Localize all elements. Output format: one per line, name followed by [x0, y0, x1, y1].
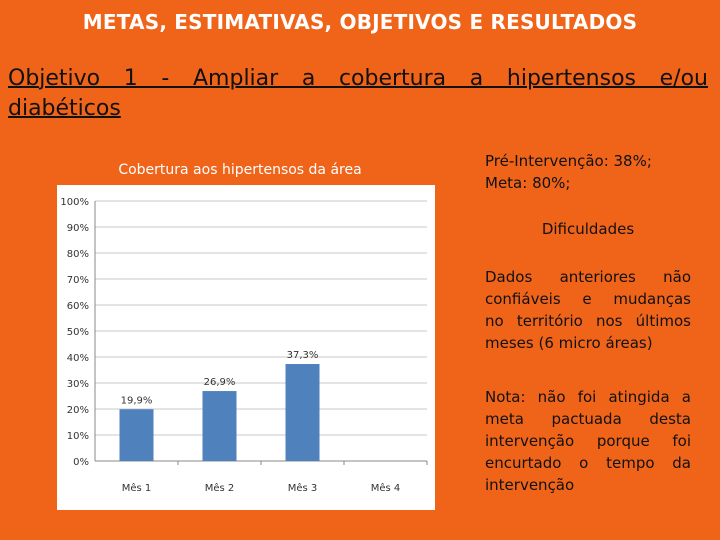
chart-title: Cobertura aos hipertensos da área — [118, 162, 362, 178]
y-tick-label: 90% — [67, 223, 89, 234]
x-tick-label: Mês 3 — [288, 482, 318, 494]
y-tick-label: 30% — [67, 379, 89, 390]
note-line: encurtado o tempo da — [485, 454, 691, 472]
difficulties-heading: Dificuldades — [541, 220, 635, 238]
y-tick-label: 20% — [67, 405, 89, 416]
x-tick-label: Mês 2 — [205, 482, 235, 494]
y-tick-label: 60% — [67, 301, 89, 312]
goal-text: Meta: 80%; — [485, 174, 571, 192]
note-line: Nota: não foi atingida a — [485, 388, 691, 406]
pre-intervention-block: Pré-Intervenção: 38%; Meta: 80%; — [485, 150, 691, 194]
bar — [202, 391, 237, 461]
difficulties-line: confiáveis e mudanças — [485, 290, 691, 308]
x-tick-label: Mês 4 — [371, 482, 401, 494]
y-tick-label: 40% — [67, 353, 89, 364]
note-line: intervenção — [485, 476, 575, 494]
difficulties-line: no território nos últimos — [485, 312, 691, 330]
objective-text: Objetivo 1 - Ampliar a cobertura a hiper… — [8, 66, 708, 121]
difficulties-line: meses (6 micro áreas) — [485, 334, 653, 352]
data-label: 37,3% — [287, 350, 319, 361]
y-tick-label: 50% — [67, 327, 89, 338]
difficulties-text: Dados anteriores não confiáveis e mudanç… — [485, 266, 691, 354]
y-tick-label: 10% — [67, 431, 89, 442]
bar-chart: 0% 10% 20% 30% 40% 50% 60% 70% 80% 90% 100% 19,9% Mê… — [60, 197, 428, 494]
slide-title: METAS, ESTIMATIVAS, OBJETIVOS E RESULTAD… — [82, 10, 638, 34]
bar — [285, 364, 320, 461]
note-line: meta pactuada desta — [485, 410, 691, 428]
pre-intervention-text: Pré-Intervenção: 38%; — [485, 152, 652, 170]
chart-panel: 0% 10% 20% 30% 40% 50% 60% 70% 80% 90% 100% 19,9% Mê… — [57, 185, 435, 510]
y-tick-label: 80% — [67, 249, 89, 260]
difficulties-line: Dados anteriores não — [485, 268, 691, 286]
note-line: intervenção porque foi — [485, 432, 691, 450]
data-label: 19,9% — [121, 395, 153, 406]
note-text: Nota: não foi atingida a meta pactuada d… — [485, 386, 691, 496]
data-label: 26,9% — [204, 377, 236, 388]
y-tick-label: 100% — [60, 197, 89, 208]
y-tick-label: 70% — [67, 275, 89, 286]
bar — [119, 409, 154, 461]
y-tick-label: 0% — [73, 457, 89, 468]
x-tick-label: Mês 1 — [122, 482, 152, 494]
